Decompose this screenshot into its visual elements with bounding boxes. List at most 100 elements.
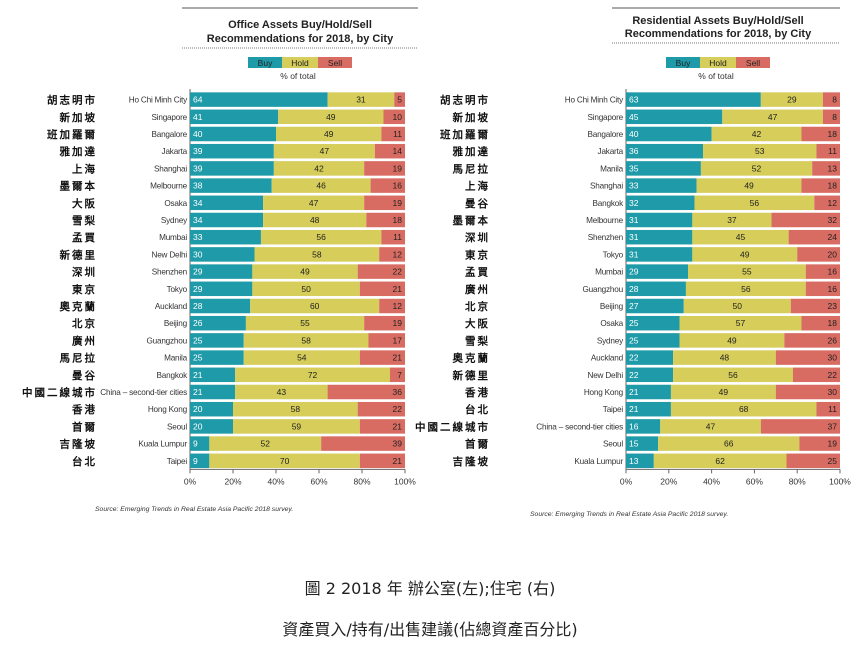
- data-label-hold: 70: [280, 456, 290, 466]
- bar-segment-buy: [190, 401, 233, 417]
- x-tick-label: 0%: [184, 476, 197, 486]
- data-label-sell: 22: [393, 267, 403, 277]
- figure-caption-line1: 圖 2 2018 年 辦公室(左);住宅 (右): [304, 579, 556, 598]
- data-label-buy: 28: [193, 301, 203, 311]
- bar-segment-buy: [626, 281, 686, 297]
- bar-segment-hold: [278, 109, 384, 125]
- bar-segment-buy: [190, 281, 253, 297]
- data-label-buy: 22: [629, 370, 639, 380]
- bar-segment-buy: [626, 384, 671, 400]
- data-label-hold: 56: [741, 284, 751, 294]
- data-label-buy: 34: [193, 215, 203, 225]
- bar-segment-hold: [271, 178, 371, 193]
- bar-segment-hold: [670, 401, 817, 417]
- bar-segment-hold: [692, 247, 798, 262]
- x-tick-label: 40%: [703, 476, 720, 486]
- x-axis-label: % of total: [698, 71, 734, 81]
- bar-segment-sell: [799, 436, 840, 451]
- data-label-sell: 11: [828, 146, 837, 156]
- data-label-hold: 56: [728, 370, 738, 380]
- bar-segment-hold: [273, 161, 365, 176]
- bar-segment-buy: [626, 109, 723, 125]
- data-label-hold: 47: [768, 112, 778, 122]
- category-label: Tokyo: [167, 285, 188, 294]
- data-label-buy: 25: [629, 318, 639, 328]
- bar-segment-sell: [786, 453, 840, 469]
- x-tick-label: 20%: [224, 476, 241, 486]
- category-label: Osaka: [600, 319, 623, 328]
- data-label-sell: 16: [393, 181, 403, 191]
- data-label-sell: 24: [828, 232, 838, 242]
- category-label-zh: 大阪: [465, 317, 490, 330]
- chart-source: Source: Emerging Trends in Real Estate A…: [95, 506, 293, 513]
- data-label-buy: 36: [629, 146, 639, 156]
- category-label-zh: 新德里: [453, 369, 491, 382]
- category-label-zh: 深圳: [72, 266, 97, 279]
- legend-label-buy: Buy: [676, 58, 691, 68]
- category-label-zh: 胡志明市: [47, 94, 97, 107]
- category-label-zh: 曼谷: [72, 369, 97, 382]
- bar-segment-buy: [190, 298, 251, 314]
- data-label-buy: 29: [193, 284, 203, 294]
- bar-segment-hold: [673, 367, 793, 383]
- data-label-sell: 17: [393, 335, 403, 345]
- category-label: Auckland: [591, 354, 624, 363]
- bar-segment-hold: [673, 350, 776, 365]
- category-label-zh: 中國二線城市: [22, 386, 97, 399]
- category-label: Melbourne: [586, 216, 624, 225]
- bar-segment-sell: [822, 109, 840, 125]
- category-label: Bangkok: [157, 371, 189, 380]
- category-label-zh: 馬尼拉: [60, 352, 98, 365]
- data-label-buy: 21: [629, 404, 639, 414]
- category-label: Bangalore: [587, 130, 623, 139]
- legend-label-buy: Buy: [258, 58, 273, 68]
- category-label: Sydney: [597, 336, 624, 345]
- data-label-sell: 10: [393, 112, 403, 122]
- bar-segment-buy: [190, 333, 244, 348]
- bar-segment-hold: [696, 178, 802, 193]
- category-label: Singapore: [587, 113, 623, 122]
- office-chart-panel: Office Assets Buy/Hold/Sell Recommendatio…: [22, 7, 418, 513]
- data-label-hold: 54: [297, 353, 307, 363]
- bar-segment-hold: [658, 436, 800, 451]
- bar-segment-buy: [190, 315, 246, 331]
- data-label-sell: 20: [828, 249, 838, 259]
- bar-segment-buy: [190, 247, 255, 262]
- bar-segment-buy: [626, 178, 697, 193]
- bar-segment-hold: [243, 333, 369, 348]
- category-label-zh: 深圳: [465, 231, 490, 244]
- bar-segment-sell: [790, 298, 840, 314]
- data-label-sell: 22: [393, 404, 403, 414]
- data-label-hold: 72: [308, 370, 318, 380]
- data-label-buy: 27: [629, 301, 639, 311]
- data-label-hold: 60: [310, 301, 320, 311]
- data-label-hold: 47: [706, 421, 716, 431]
- data-label-hold: 56: [316, 232, 326, 242]
- data-label-sell: 12: [393, 249, 403, 259]
- data-label-sell: 39: [393, 439, 403, 449]
- x-axis-label: % of total: [280, 71, 316, 81]
- category-label: Guangzhou: [146, 336, 187, 345]
- data-label-hold: 50: [301, 284, 311, 294]
- data-label-buy: 22: [629, 353, 639, 363]
- bar-segment-sell: [822, 92, 840, 107]
- category-label: Ho Chi Minh City: [129, 96, 188, 105]
- chart-title-line2: Recommendations for 2018, by City: [625, 28, 812, 40]
- category-label: Jakarta: [162, 147, 188, 156]
- bar-segment-hold: [273, 143, 375, 159]
- bar-segment-sell: [784, 333, 840, 348]
- data-label-buy: 39: [193, 146, 203, 156]
- bar-segment-sell: [801, 315, 840, 331]
- category-label: Bangalore: [151, 130, 187, 139]
- category-label: Ho Chi Minh City: [565, 96, 624, 105]
- legend-swatch-hold: [282, 57, 318, 68]
- category-label-zh: 首爾: [465, 438, 490, 451]
- data-label-sell: 19: [828, 439, 838, 449]
- x-tick-label: 20%: [660, 476, 677, 486]
- bar-segment-buy: [626, 247, 693, 262]
- bar-segment-buy: [626, 436, 659, 451]
- data-label-buy: 29: [629, 267, 639, 277]
- bar-segment-sell: [327, 384, 405, 400]
- data-label-sell: 18: [828, 129, 838, 139]
- data-label-buy: 31: [629, 232, 639, 242]
